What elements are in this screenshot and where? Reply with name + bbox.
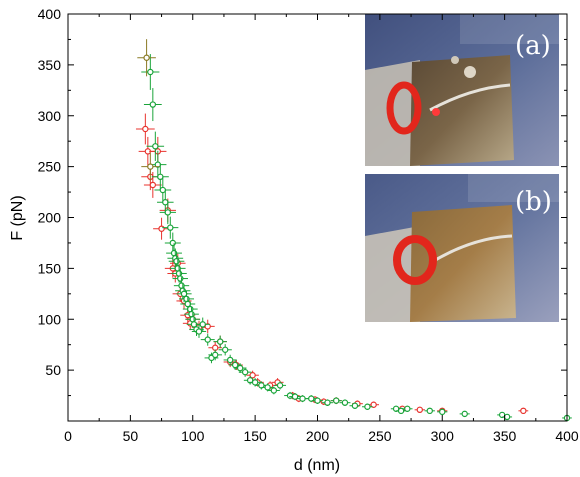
series-green xyxy=(141,54,572,422)
data-point xyxy=(246,370,259,380)
y-tick-label: 200 xyxy=(38,210,62,226)
data-point xyxy=(424,407,435,415)
data-point xyxy=(151,163,169,191)
data-points-layer xyxy=(135,39,572,422)
data-point xyxy=(141,152,160,181)
data-point xyxy=(339,399,351,406)
y-tick-label: 50 xyxy=(45,362,61,378)
inset-photo-b: (b) xyxy=(365,174,559,322)
data-point xyxy=(233,363,247,373)
data-point xyxy=(143,88,162,122)
x-tick-label: 350 xyxy=(493,428,517,444)
y-tick-label: 250 xyxy=(38,159,62,175)
x-tick-label: 150 xyxy=(243,428,267,444)
data-point xyxy=(296,395,309,403)
data-point xyxy=(267,386,280,395)
y-axis-title: F (pN) xyxy=(9,195,26,240)
data-point xyxy=(218,344,232,356)
axes: 0 50 100 150 200 250 300 350 400 50 100 150 200 250 30… xyxy=(38,6,579,444)
data-point xyxy=(402,405,413,412)
y-tick-label: 150 xyxy=(38,260,62,276)
data-point xyxy=(368,401,379,408)
x-tick-label: 0 xyxy=(64,428,72,444)
data-point xyxy=(208,349,223,361)
data-point xyxy=(213,335,227,348)
data-point xyxy=(395,407,407,415)
y-tick-label: 400 xyxy=(38,6,62,22)
inset-label-b: (b) xyxy=(515,187,552,217)
data-point xyxy=(167,248,184,268)
data-point xyxy=(162,216,179,239)
inset-photo-a: (a) xyxy=(365,14,559,166)
x-tick-label: 250 xyxy=(368,428,392,444)
data-point xyxy=(238,367,252,377)
data-point xyxy=(191,325,207,338)
data-point xyxy=(362,403,373,410)
inset-label-a: (a) xyxy=(515,31,551,61)
series-olive xyxy=(137,39,160,181)
x-tick-label: 50 xyxy=(123,428,139,444)
data-point xyxy=(176,285,192,302)
data-point xyxy=(223,354,237,366)
data-point xyxy=(141,54,160,90)
data-point xyxy=(459,410,470,418)
data-point xyxy=(195,317,210,332)
data-point xyxy=(159,200,176,225)
data-point xyxy=(248,378,262,387)
data-point xyxy=(200,333,215,346)
data-point xyxy=(154,177,172,203)
data-point xyxy=(414,406,425,414)
data-point xyxy=(137,39,156,77)
data-point xyxy=(153,217,171,240)
data-point xyxy=(146,131,165,161)
x-tick-label: 100 xyxy=(181,428,205,444)
y-tick-label: 100 xyxy=(38,311,62,327)
data-point xyxy=(349,402,361,409)
data-point xyxy=(437,408,448,416)
data-point xyxy=(311,397,324,405)
x-axis-title: d (nm) xyxy=(294,457,340,474)
x-tick-label: 400 xyxy=(555,428,579,444)
y-tick-label: 300 xyxy=(38,108,62,124)
data-point xyxy=(261,383,274,392)
data-point xyxy=(274,381,287,390)
data-point xyxy=(330,397,342,405)
data-point xyxy=(289,393,301,401)
data-point xyxy=(518,407,529,415)
data-point xyxy=(135,113,155,145)
data-point xyxy=(321,399,334,406)
data-point xyxy=(243,376,257,385)
x-tick-label: 200 xyxy=(306,428,330,444)
y-tick-label: 350 xyxy=(38,57,62,73)
x-tick-label: 300 xyxy=(431,428,455,444)
